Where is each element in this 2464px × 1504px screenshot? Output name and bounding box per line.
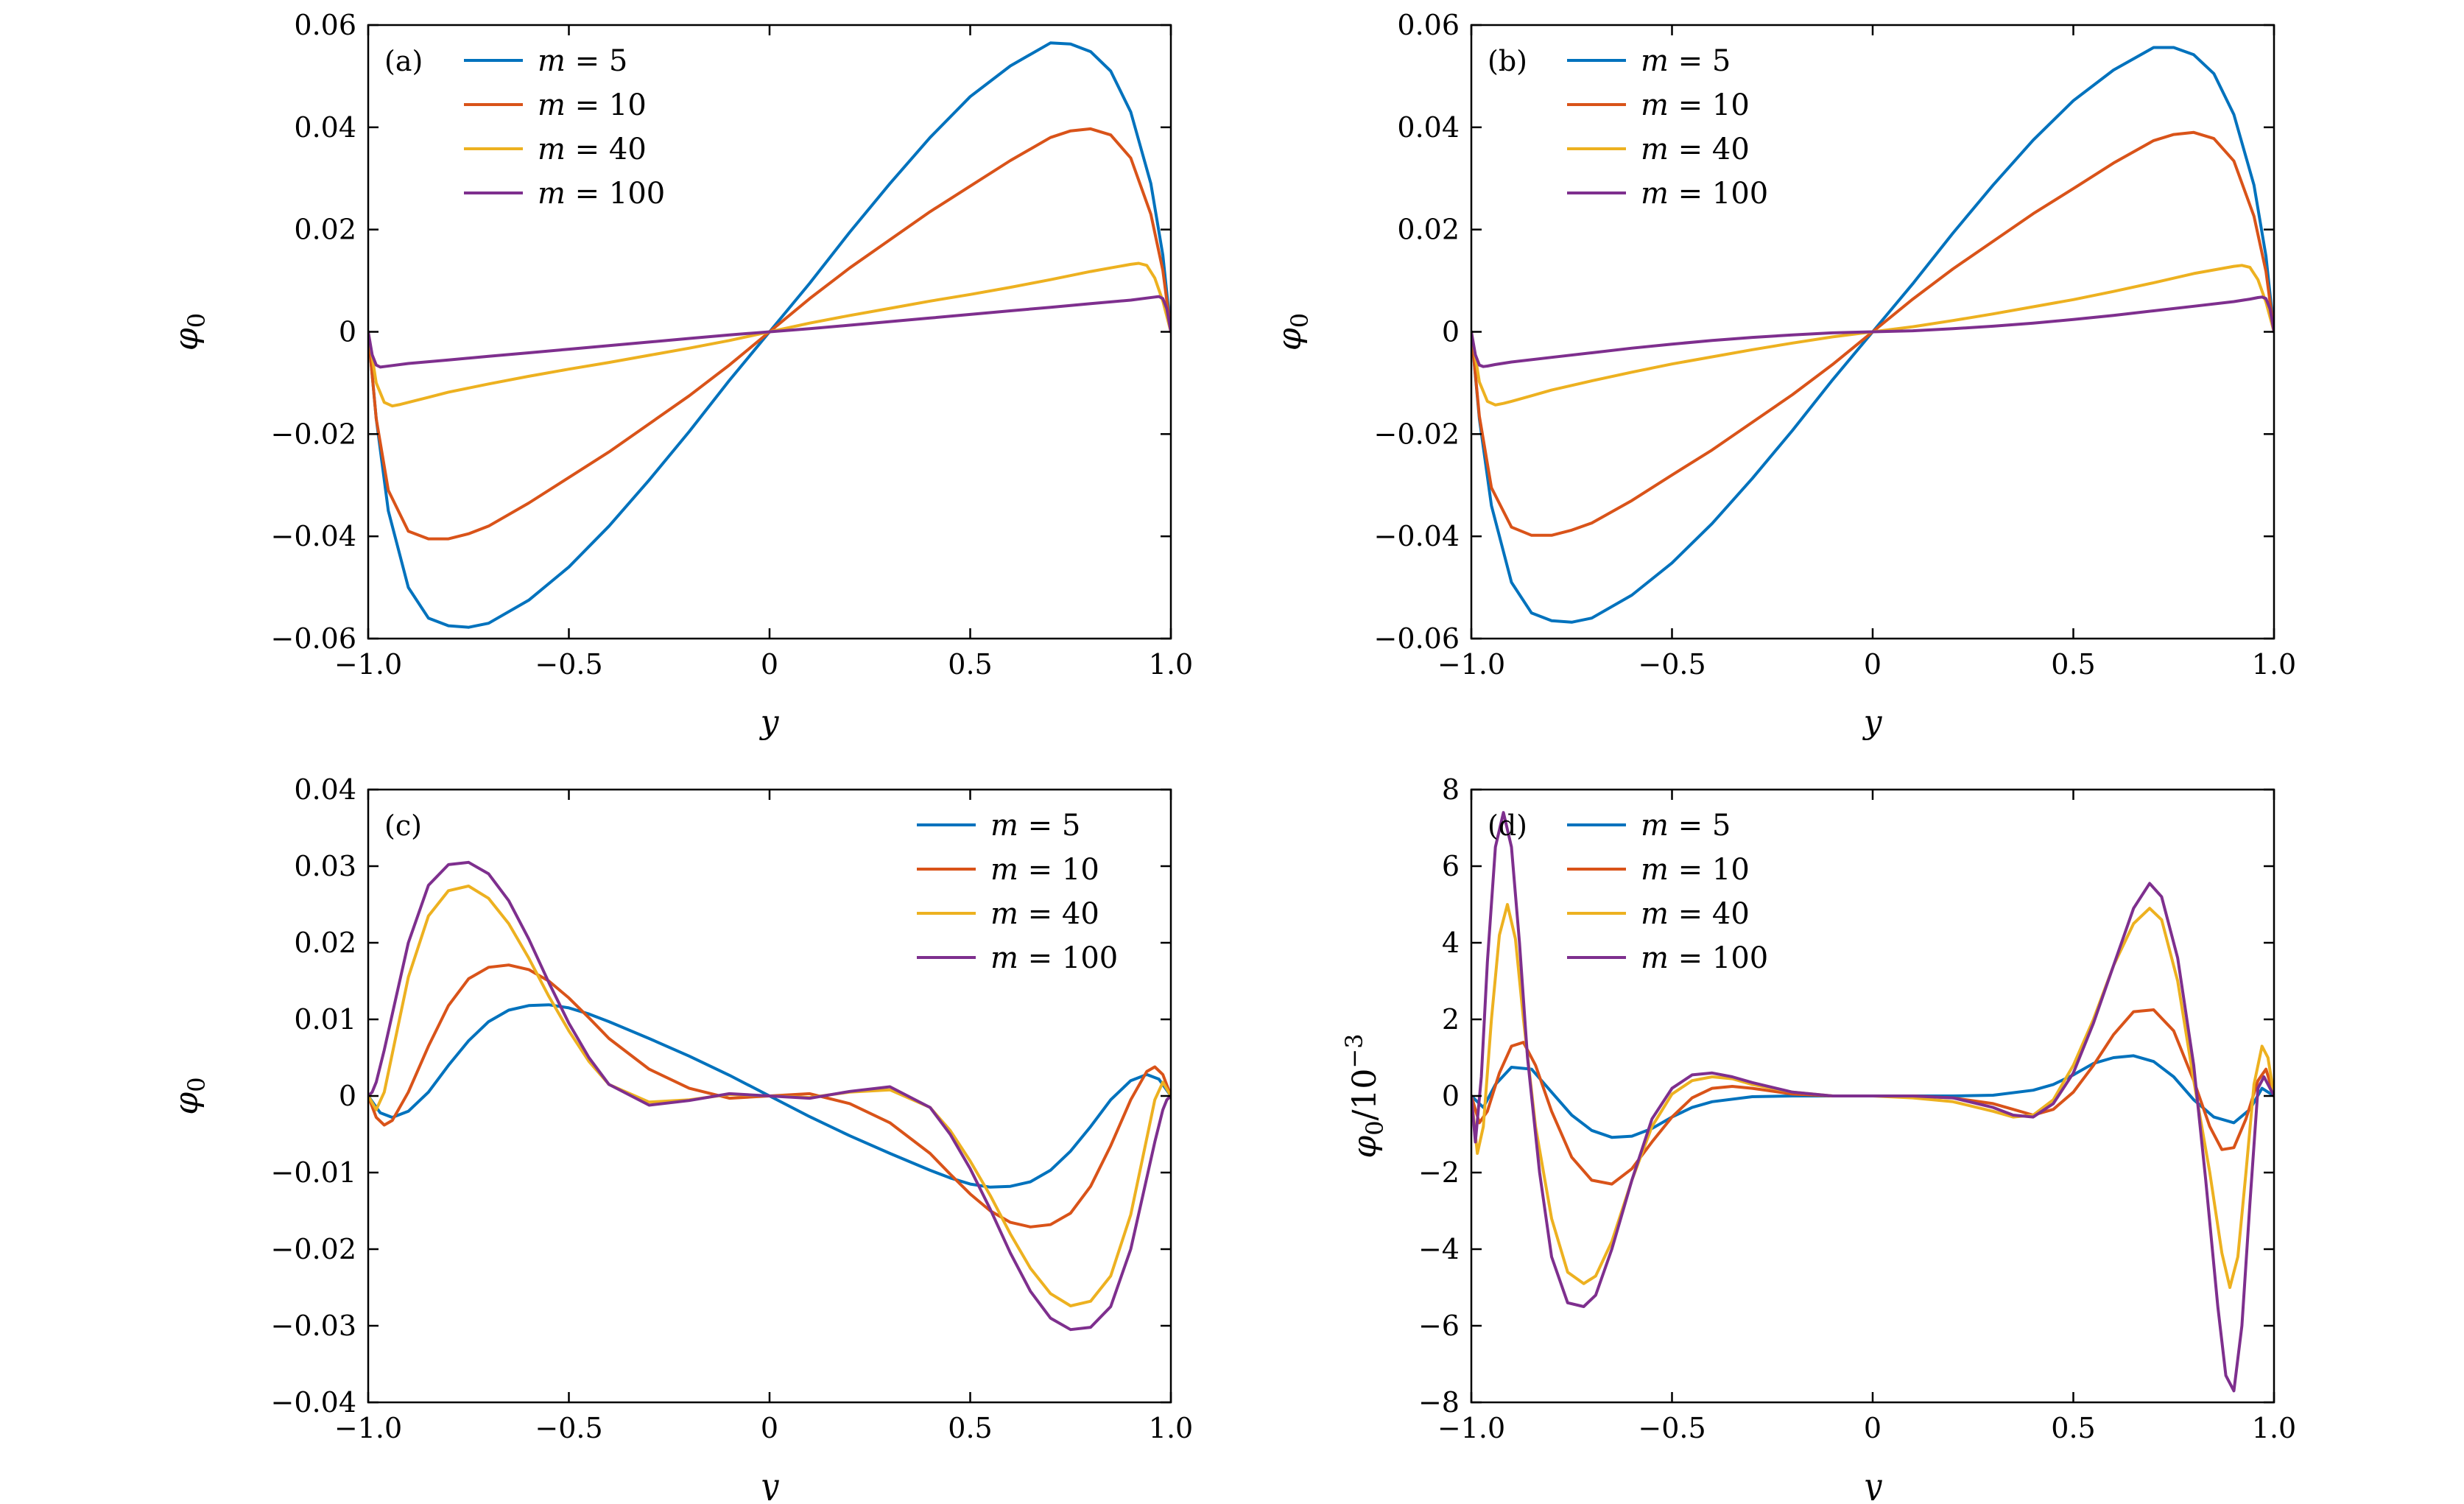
y-tick-label: −0.04: [1374, 520, 1460, 552]
legend-label: m = 5: [1641, 809, 1731, 843]
y-tick-label: −4: [1418, 1233, 1460, 1265]
x-tick-label: 0: [761, 648, 778, 681]
panel-d: −1.0 −0.5 0 0.5 1.0 −8 −6 −4 −2 0 2 4 6 8 y φ0/10−3 (d) m…: [1340, 773, 2296, 1504]
x-tick-label: −1.0: [1437, 1412, 1505, 1444]
series-line-m100: [1471, 811, 2274, 1393]
series-line-m100: [368, 860, 1171, 1332]
y-tick-label: −6: [1418, 1310, 1460, 1342]
series-line-m100: [368, 295, 1171, 369]
y-tick-label: −0.06: [1374, 622, 1460, 655]
legend-label: m = 5: [1641, 44, 1731, 78]
legend-label: m = 10: [1641, 853, 1750, 887]
y-axis-label: φ0: [168, 1077, 211, 1114]
legend-label: m = 100: [1641, 941, 1768, 975]
legend-label: m = 40: [538, 133, 647, 166]
series-group: [1471, 46, 2274, 624]
panel-b: −1.0 −0.5 0 0.5 1.0 −0.06 −0.04 −0.02 0 0.02 0.04 0…: [1271, 9, 2296, 741]
x-tick-label: −0.5: [535, 648, 602, 681]
y-tick-label: 0.01: [294, 1003, 356, 1036]
series-group: [368, 860, 1171, 1332]
y-tick-label: 0: [339, 1080, 356, 1112]
x-axis-label: y: [759, 1467, 780, 1500]
x-tick-label: 0: [1864, 648, 1882, 681]
x-tick-label: −0.5: [535, 1412, 602, 1444]
x-tick-label: 1.0: [2252, 648, 2296, 681]
y-tick-label: 0.02: [1397, 214, 1460, 246]
y-tick-label: 0: [1442, 1080, 1460, 1112]
y-tick-label: −0.02: [271, 418, 356, 450]
y-tick-label: 0.04: [294, 111, 356, 144]
x-tick-label: 0: [761, 1412, 778, 1444]
y-tick-label: 0.03: [294, 850, 356, 882]
y-tick-label: 0.06: [1397, 9, 1460, 41]
y-tick-label: −0.01: [271, 1156, 356, 1189]
x-tick-label: −1.0: [1437, 648, 1505, 681]
y-tick-label: 2: [1442, 1003, 1460, 1036]
panel-tag: (b): [1488, 45, 1527, 77]
legend-label: m = 10: [990, 853, 1099, 887]
series-line-m40: [368, 261, 1171, 408]
x-tick-label: 0.5: [948, 648, 992, 681]
series-group: [1471, 811, 2274, 1393]
y-tick-label: 8: [1442, 773, 1460, 806]
series-line-m5: [1471, 46, 2274, 624]
y-tick-label: 4: [1442, 927, 1460, 959]
panel-tag: (d): [1488, 809, 1527, 842]
x-tick-label: 1.0: [1149, 648, 1193, 681]
x-tick-label: −1.0: [334, 1412, 402, 1444]
x-tick-label: 1.0: [1149, 1412, 1193, 1444]
series-group: [368, 41, 1171, 629]
x-tick-label: 0.5: [2051, 648, 2095, 681]
panel-a: −1.0 −0.5 0 0.5 1.0 −0.06 −0.04 −0.02 0 0.02 0.04 0…: [168, 9, 1193, 741]
legend-label: m = 100: [538, 177, 665, 211]
y-tick-label: 6: [1442, 850, 1460, 882]
panel-c: −1.0 −0.5 0 0.5 1.0 −0.04 −0.03 −0.02 −0.01 0 0.01…: [168, 773, 1193, 1504]
x-tick-label: 0.5: [2051, 1412, 2095, 1444]
x-tick-label: −1.0: [334, 648, 402, 681]
x-tick-label: −0.5: [1638, 648, 1706, 681]
y-axis-label: φ0: [1271, 313, 1314, 351]
legend-label: m = 5: [538, 44, 627, 78]
y-tick-label: −0.04: [271, 1386, 356, 1419]
y-tick-label: −0.02: [1374, 418, 1460, 450]
legend-label: m = 100: [990, 941, 1118, 975]
y-tick-label: −0.03: [271, 1310, 356, 1342]
x-tick-label: 0: [1864, 1412, 1882, 1444]
series-line-m5: [368, 41, 1171, 629]
x-tick-label: −0.5: [1638, 1412, 1706, 1444]
y-axis-label: φ0: [168, 313, 211, 351]
y-axis-label: φ0/10−3: [1340, 1033, 1389, 1158]
y-tick-label: −0.06: [271, 622, 356, 655]
panel-tag: (a): [384, 45, 423, 77]
y-tick-label: −0.04: [271, 520, 356, 552]
y-tick-label: 0.02: [294, 927, 356, 959]
legend-label: m = 100: [1641, 177, 1768, 211]
y-tick-label: 0: [1442, 316, 1460, 348]
x-axis-label: y: [1862, 703, 1883, 741]
legend-label: m = 5: [990, 809, 1080, 843]
y-tick-label: −0.02: [271, 1233, 356, 1265]
legend-label: m = 40: [990, 897, 1099, 931]
series-line-m40: [1471, 264, 2274, 407]
legend-label: m = 40: [1641, 897, 1750, 931]
y-tick-label: 0.06: [294, 9, 356, 41]
legend-label: m = 40: [1641, 133, 1750, 166]
y-tick-label: 0.04: [1397, 111, 1460, 144]
y-tick-label: 0: [339, 316, 356, 348]
y-tick-label: −2: [1418, 1156, 1460, 1189]
x-tick-label: 1.0: [2252, 1412, 2296, 1444]
x-axis-label: y: [759, 703, 780, 741]
series-line-m100: [1471, 295, 2274, 368]
x-tick-label: 0.5: [948, 1412, 992, 1444]
x-axis-label: y: [1862, 1467, 1883, 1500]
y-tick-label: 0.02: [294, 214, 356, 246]
y-tick-label: −8: [1418, 1386, 1460, 1419]
panel-tag: (c): [384, 809, 422, 842]
legend-label: m = 10: [1641, 88, 1750, 122]
y-tick-label: 0.04: [294, 773, 356, 806]
legend-label: m = 10: [538, 88, 647, 122]
